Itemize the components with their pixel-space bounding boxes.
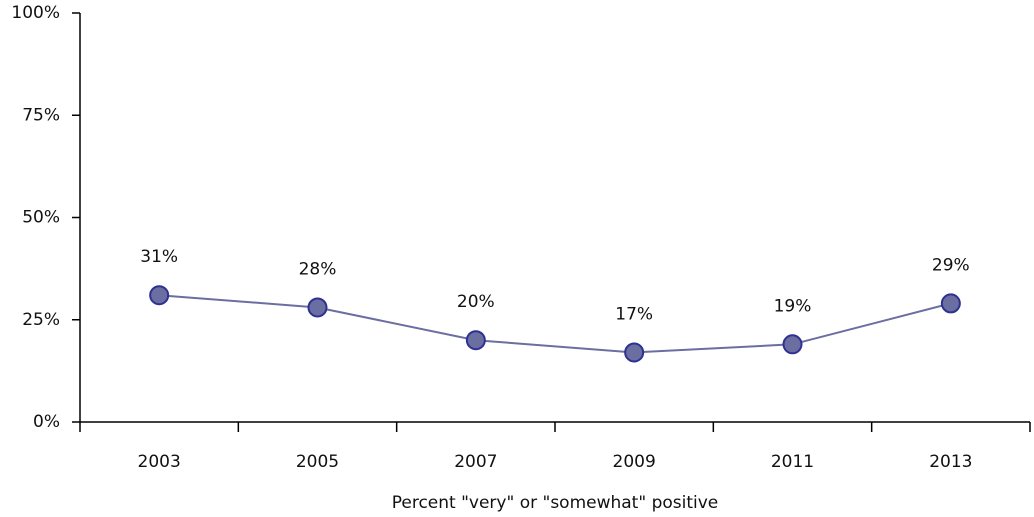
x-tick-label: 2011 <box>771 452 814 472</box>
y-tick-label: 25% <box>22 310 60 330</box>
x-axis-label: Percent "very" or "somewhat" positive <box>392 493 719 513</box>
y-tick-label: 0% <box>33 412 60 432</box>
x-tick-label: 2009 <box>613 452 656 472</box>
marker <box>624 342 645 363</box>
x-tick-label: 2005 <box>296 452 339 472</box>
marker <box>940 293 961 314</box>
data-label: 29% <box>932 255 970 275</box>
marker <box>149 285 170 306</box>
x-tick-label: 2013 <box>929 452 972 472</box>
x-tick-label: 2003 <box>138 452 181 472</box>
data-label: 17% <box>615 304 653 324</box>
x-tick-label: 2007 <box>454 452 497 472</box>
marker <box>465 330 486 351</box>
y-tick-label: 75% <box>22 105 60 125</box>
marker <box>307 297 328 318</box>
data-label: 19% <box>774 296 812 316</box>
y-tick-label: 100% <box>11 3 60 23</box>
line <box>159 294 952 354</box>
data-label: 20% <box>457 292 495 312</box>
data-label: 28% <box>299 259 337 279</box>
y-tick-label: 50% <box>22 208 60 228</box>
marker <box>782 334 803 355</box>
data-label: 31% <box>140 247 178 267</box>
